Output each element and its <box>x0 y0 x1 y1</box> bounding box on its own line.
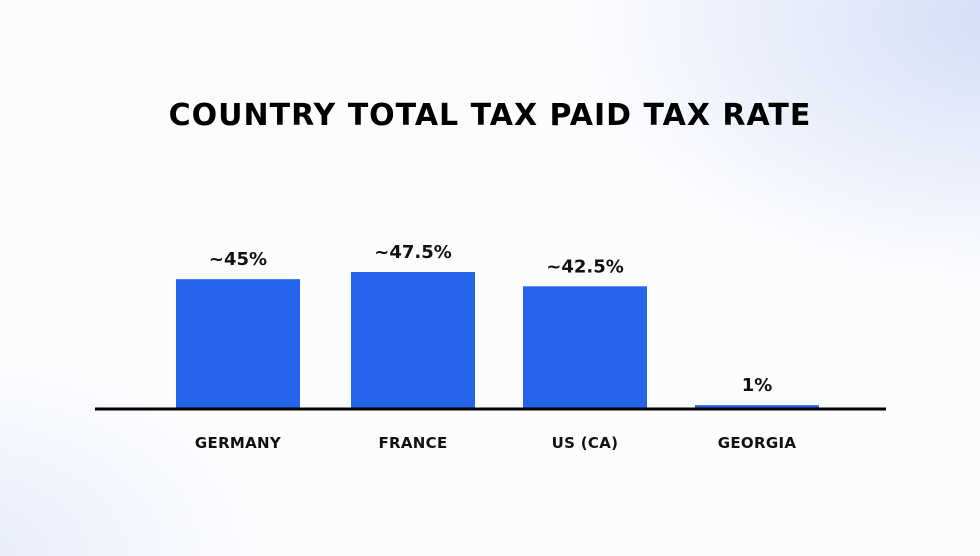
bar-us-ca <box>523 286 647 408</box>
category-label: GERMANY <box>195 434 282 452</box>
bar-germany <box>176 279 300 408</box>
data-label: ~47.5% <box>374 242 452 263</box>
bar-georgia <box>695 405 819 408</box>
category-label: FRANCE <box>378 434 447 452</box>
data-label: 1% <box>742 375 773 396</box>
category-label: GEORGIA <box>718 434 797 452</box>
data-label: ~42.5% <box>546 256 624 277</box>
chart-title: COUNTRY TOTAL TAX PAID TAX RATE <box>168 98 812 133</box>
category-label: US (CA) <box>552 434 619 452</box>
data-label: ~45% <box>209 249 267 270</box>
bar-france <box>351 272 475 408</box>
